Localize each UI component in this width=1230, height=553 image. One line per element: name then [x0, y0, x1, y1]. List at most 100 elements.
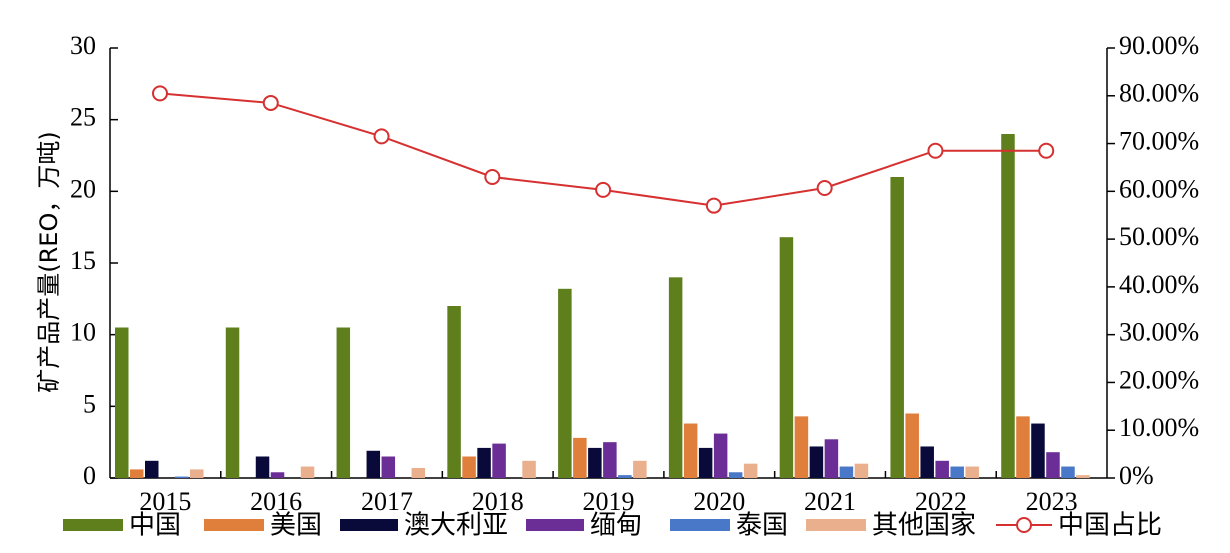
y-tick-label: 25 [70, 103, 96, 132]
legend-label: 中国 [129, 511, 181, 541]
bar [1001, 134, 1015, 478]
bar [603, 442, 617, 478]
y2-tick-label: 40.00% [1119, 270, 1199, 299]
y-tick-label: 20 [70, 174, 96, 203]
y-tick-label: 5 [83, 389, 96, 418]
bar [728, 472, 743, 478]
legend-label: 澳大利亚 [404, 511, 508, 541]
legend: 中国 美国 澳大利亚 缅甸 泰国 其他国家 中国占比 [63, 511, 1162, 541]
x-tick-label: 2017 [361, 487, 413, 516]
legend-swatch [340, 519, 398, 531]
bar [573, 437, 587, 478]
bar [558, 288, 572, 478]
bar [477, 447, 491, 478]
legend-label: 中国占比 [1058, 511, 1162, 541]
share-point [705, 197, 722, 214]
x-tick-label: 2015 [139, 487, 191, 516]
bar [890, 177, 904, 478]
bar [1076, 475, 1090, 478]
x-tick-label: 2021 [804, 487, 856, 516]
y2-tick-label: 80.00% [1119, 79, 1199, 108]
bar [779, 237, 794, 478]
bar [447, 306, 461, 478]
y2-tick-label: 0% [1119, 461, 1154, 490]
x-tick-label: 2020 [693, 487, 745, 516]
bar [809, 446, 824, 478]
x-tick-label: 2019 [583, 487, 635, 516]
bar [683, 423, 698, 478]
x-tick-label: 2022 [915, 487, 967, 516]
share-point [816, 179, 833, 196]
legend-swatch [204, 519, 264, 531]
bar [130, 469, 144, 478]
bar [336, 327, 351, 478]
bar [1016, 416, 1030, 478]
bar [839, 466, 854, 478]
x-tick-label: 2018 [472, 487, 524, 516]
bar [905, 413, 919, 478]
bar [743, 463, 758, 478]
share-point [1038, 142, 1055, 159]
bar [633, 460, 647, 478]
bar [366, 450, 381, 478]
legend-swatch [670, 519, 730, 531]
bar [175, 476, 189, 478]
bar [935, 460, 949, 478]
legend-label: 其他国家 [872, 511, 976, 541]
bar [965, 466, 979, 478]
bar [698, 447, 713, 478]
bar [381, 456, 396, 478]
bar [920, 446, 934, 478]
share-point [152, 85, 168, 102]
y2-tick-label: 20.00% [1119, 365, 1199, 394]
bar [618, 475, 632, 478]
bar [255, 456, 270, 478]
bars [115, 134, 1090, 478]
legend-swatch [63, 519, 123, 531]
share-point [262, 94, 279, 111]
y2-tick-label: 90.00% [1119, 31, 1199, 60]
bar [225, 327, 240, 478]
bar [300, 466, 315, 478]
axes [109, 47, 1115, 479]
y-tick-label: 10 [70, 318, 96, 347]
x-tick-label: 2023 [1026, 487, 1078, 516]
legend-swatch [526, 519, 584, 531]
y2-tick-label: 60.00% [1119, 174, 1199, 203]
legend-swatch [806, 519, 866, 531]
y2-tick-label: 50.00% [1119, 222, 1199, 251]
share-point [927, 142, 944, 159]
bar [668, 277, 683, 478]
y2-tick-label: 70.00% [1119, 127, 1199, 156]
legend-label: 泰国 [736, 511, 788, 541]
y-axis-label: 矿产品产量(REO，万吨) [35, 131, 63, 392]
y2-tick-label: 30.00% [1119, 318, 1199, 347]
y2-tick-label: 10.00% [1119, 413, 1199, 442]
bar [1046, 452, 1060, 478]
tick-labels: 0 5 10 15 20 25 30 0% 10.00% 20.00% 30.00% 40.00% 50… [70, 31, 1199, 516]
bar [854, 463, 869, 478]
bar [713, 433, 728, 478]
bar [270, 472, 285, 478]
share-point [595, 181, 612, 198]
share-line [152, 85, 1055, 214]
legend-line-marker [1016, 517, 1032, 533]
x-tick-label: 2016 [250, 487, 302, 516]
y-tick-label: 0 [83, 461, 96, 490]
bar [1061, 466, 1075, 478]
bar [794, 416, 809, 478]
share-point [373, 128, 390, 145]
share-point [484, 169, 501, 185]
bar [190, 469, 204, 478]
legend-label: 美国 [270, 511, 322, 541]
y-tick-label: 30 [70, 31, 96, 60]
bar [522, 460, 536, 478]
bar [462, 456, 476, 478]
y-tick-label: 15 [70, 246, 96, 275]
bar [1031, 423, 1045, 478]
bar [411, 467, 426, 478]
bar [492, 443, 506, 478]
bar [115, 327, 129, 478]
bar [950, 466, 964, 478]
